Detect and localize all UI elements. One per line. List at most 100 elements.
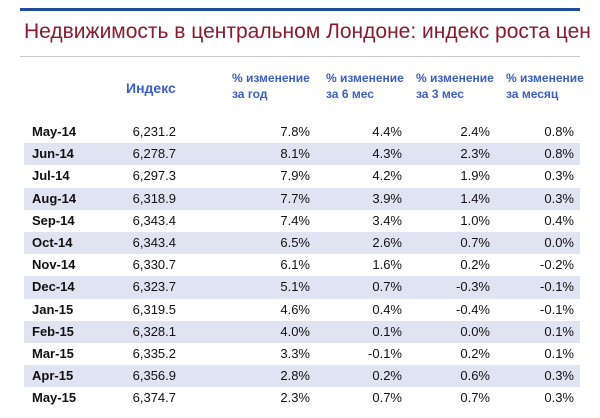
cell-month-change: 0.3%	[544, 368, 574, 384]
table-row: Jul-14 6,297.3 7.9% 4.2% 1.9% 0.3%	[24, 165, 580, 187]
table-row: Feb-15 6,328.1 4.0% 0.1% 0.0% 0.1%	[24, 320, 580, 343]
cell-three-month-change: 0.6%	[460, 368, 490, 384]
cell-six-month-change: 3.4%	[372, 212, 402, 228]
header-six-month-change: % изменение за 6 мес	[326, 70, 404, 102]
header-three-month-line2: за 3 мес	[416, 87, 464, 101]
header-year-line1: % изменение	[232, 71, 310, 85]
cell-month: Jul-14	[32, 168, 70, 184]
cell-three-month-change: 0.0%	[460, 323, 490, 339]
cell-month: Mar-15	[32, 345, 74, 361]
table-row: Jan-15 6,319.5 4.6% 0.4% -0.4% -0.1%	[24, 299, 580, 321]
title-divider	[20, 56, 580, 57]
table-row: Dec-14 6,323.7 5.1% 0.7% -0.3% -0.1%	[24, 276, 580, 299]
table-row: May-15 6,374.7 2.3% 0.7% 0.7% 0.3%	[24, 387, 580, 409]
header-six-month-line1: % изменение	[326, 71, 404, 85]
cell-month: Dec-14	[32, 279, 75, 295]
cell-year-change: 5.1%	[280, 279, 310, 295]
table-row: Mar-15 6,335.2 3.3% -0.1% 0.2% 0.1%	[24, 343, 580, 365]
cell-month-change: 0.4%	[544, 212, 574, 228]
cell-year-change: 7.4%	[280, 212, 310, 228]
cell-year-change: 8.1%	[280, 146, 310, 162]
cell-month: Sep-14	[32, 212, 75, 228]
cell-six-month-change: 0.1%	[372, 323, 402, 339]
cell-year-change: 2.8%	[280, 368, 310, 384]
cell-three-month-change: 0.7%	[460, 390, 490, 406]
cell-three-month-change: 0.7%	[460, 234, 490, 250]
cell-six-month-change: 3.9%	[372, 190, 402, 206]
cell-year-change: 3.3%	[280, 345, 310, 361]
cell-six-month-change: 4.3%	[372, 146, 402, 162]
cell-month-change: 0.3%	[544, 190, 574, 206]
cell-month-change: 0.8%	[544, 124, 574, 139]
cell-three-month-change: 0.2%	[460, 257, 490, 273]
header-month-line2: за месяц	[506, 87, 559, 101]
cell-year-change: 6.1%	[280, 257, 310, 273]
cell-three-month-change: 2.3%	[460, 146, 490, 162]
cell-month: Aug-14	[32, 190, 77, 206]
cell-index: 6,356.9	[132, 368, 176, 384]
cell-three-month-change: 0.2%	[460, 345, 490, 361]
cell-six-month-change: -0.1%	[368, 345, 402, 361]
cell-index: 6,319.5	[132, 301, 176, 317]
price-index-table: May-14 6,231.2 7.8% 4.4% 2.4% 0.8% Jun-14 6,278…	[24, 121, 580, 409]
cell-six-month-change: 0.2%	[372, 368, 402, 384]
cell-three-month-change: 1.0%	[460, 212, 490, 228]
cell-year-change: 4.6%	[280, 301, 310, 317]
table-row: Oct-14 6,343.4 6.5% 2.6% 0.7% 0.0%	[24, 231, 580, 255]
cell-month-change: 0.3%	[544, 390, 574, 406]
cell-three-month-change: 2.4%	[460, 124, 490, 139]
cell-index: 6,343.4	[132, 212, 176, 228]
table-row: Apr-15 6,356.9 2.8% 0.2% 0.6% 0.3%	[24, 365, 580, 388]
cell-six-month-change: 4.4%	[372, 124, 402, 139]
cell-month-change: 0.3%	[544, 168, 574, 184]
cell-month: Nov-14	[32, 257, 76, 273]
cell-year-change: 7.7%	[280, 190, 310, 206]
cell-index: 6,297.3	[132, 168, 176, 184]
cell-month-change: -0.1%	[540, 279, 574, 295]
cell-index: 6,328.1	[132, 323, 176, 339]
header-three-month-change: % изменение за 3 мес	[416, 70, 494, 102]
cell-year-change: 4.0%	[280, 323, 310, 339]
cell-three-month-change: -0.4%	[456, 301, 490, 317]
cell-year-change: 6.5%	[280, 234, 310, 250]
cell-year-change: 7.8%	[280, 124, 310, 139]
cell-three-month-change: -0.3%	[456, 279, 490, 295]
cell-six-month-change: 0.7%	[372, 390, 402, 406]
header-year-change: % изменение за год	[232, 70, 310, 102]
table-row: Aug-14 6,318.9 7.7% 3.9% 1.4% 0.3%	[24, 187, 580, 210]
cell-six-month-change: 4.2%	[372, 168, 402, 184]
cell-index: 6,278.7	[132, 146, 176, 162]
cell-six-month-change: 0.7%	[372, 279, 402, 295]
cell-index: 6,330.7	[132, 257, 176, 273]
cell-month: Jan-15	[32, 301, 74, 317]
cell-month: May-15	[32, 390, 77, 406]
cell-index: 6,318.9	[132, 190, 176, 206]
table-row: Sep-14 6,343.4 7.4% 3.4% 1.0% 0.4%	[24, 210, 580, 232]
cell-month: Oct-14	[32, 234, 73, 250]
header-year-line2: за год	[232, 87, 268, 101]
cell-month-change: 0.1%	[544, 345, 574, 361]
header-six-month-line2: за 6 мес	[326, 87, 374, 101]
table-row: May-14 6,231.2 7.8% 4.4% 2.4% 0.8%	[24, 121, 580, 143]
header-month-change: % изменение за месяц	[506, 70, 584, 102]
table-row: Nov-14 6,330.7 6.1% 1.6% 0.2% -0.2%	[24, 254, 580, 276]
cell-index: 6,323.7	[132, 279, 176, 295]
cell-month-change: 0.1%	[544, 323, 574, 339]
cell-month: May-14	[32, 124, 77, 139]
cell-month-change: -0.2%	[540, 257, 574, 273]
cell-six-month-change: 2.6%	[372, 234, 402, 250]
header-three-month-line1: % изменение	[416, 71, 494, 85]
table-row: Jun-14 6,278.7 8.1% 4.3% 2.3% 0.8%	[24, 143, 580, 166]
cell-month-change: -0.1%	[540, 301, 574, 317]
cell-month: Apr-15	[32, 368, 74, 384]
cell-year-change: 2.3%	[280, 390, 310, 406]
cell-month-change: 0.8%	[544, 146, 574, 162]
cell-six-month-change: 1.6%	[372, 257, 402, 273]
cell-six-month-change: 0.4%	[372, 301, 402, 317]
cell-year-change: 7.9%	[280, 168, 310, 184]
header-index: Индекс	[126, 80, 176, 96]
cell-month-change: 0.0%	[544, 234, 574, 250]
header-month-line1: % изменение	[506, 71, 584, 85]
cell-index: 6,335.2	[132, 345, 176, 361]
cell-month: Jun-14	[32, 146, 74, 162]
